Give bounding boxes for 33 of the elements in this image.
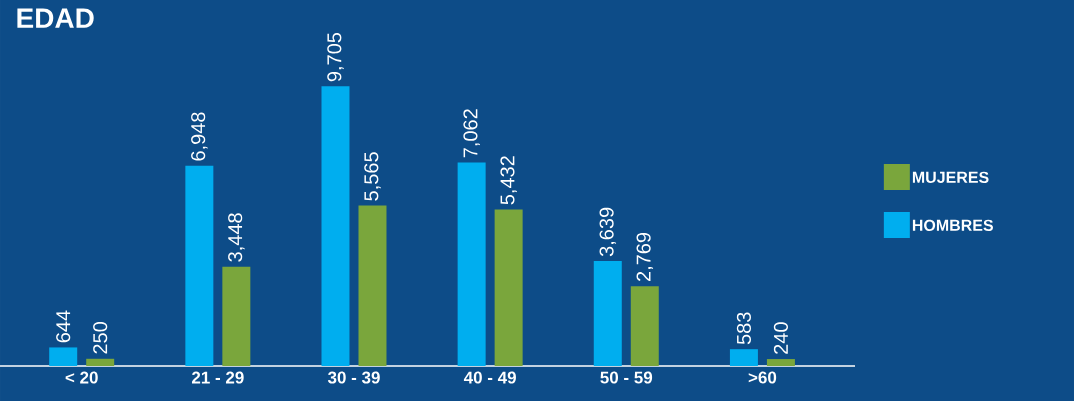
bar — [457, 162, 486, 366]
legend-label: MUJERES — [912, 171, 989, 183]
x-tick-label: >60 — [748, 371, 777, 384]
bar — [321, 86, 350, 366]
data-label: 240 — [773, 322, 788, 354]
x-tick-label: 50 - 59 — [600, 371, 653, 384]
data-label: 5,565 — [364, 152, 381, 201]
data-label: 250 — [93, 322, 108, 354]
bar — [49, 347, 78, 366]
bar — [86, 358, 115, 366]
data-label: 583 — [736, 312, 751, 345]
x-tick-label: 40 - 49 — [463, 371, 516, 384]
data-label: 2,769 — [636, 232, 654, 281]
x-tick-label: < 20 — [65, 371, 98, 384]
data-label: 3,639 — [599, 207, 617, 257]
data-label: 5,432 — [500, 156, 517, 205]
x-tick-label: 21 - 29 — [191, 371, 244, 384]
data-label: 6,948 — [191, 112, 208, 161]
bar — [766, 359, 795, 366]
bar — [729, 349, 758, 366]
bar — [630, 286, 659, 366]
data-label: 7,062 — [463, 109, 480, 158]
bar — [358, 205, 387, 366]
chart-title: EDAD — [17, 8, 94, 28]
bar — [222, 266, 251, 366]
data-label: 9,705 — [327, 32, 344, 82]
bar — [185, 165, 214, 366]
legend-label: HOMBRES — [912, 219, 993, 231]
bar — [494, 209, 523, 366]
data-label: 644 — [56, 310, 71, 343]
bar — [593, 261, 622, 366]
data-label: 3,448 — [228, 213, 245, 262]
x-tick-label: 30 - 39 — [327, 371, 380, 384]
